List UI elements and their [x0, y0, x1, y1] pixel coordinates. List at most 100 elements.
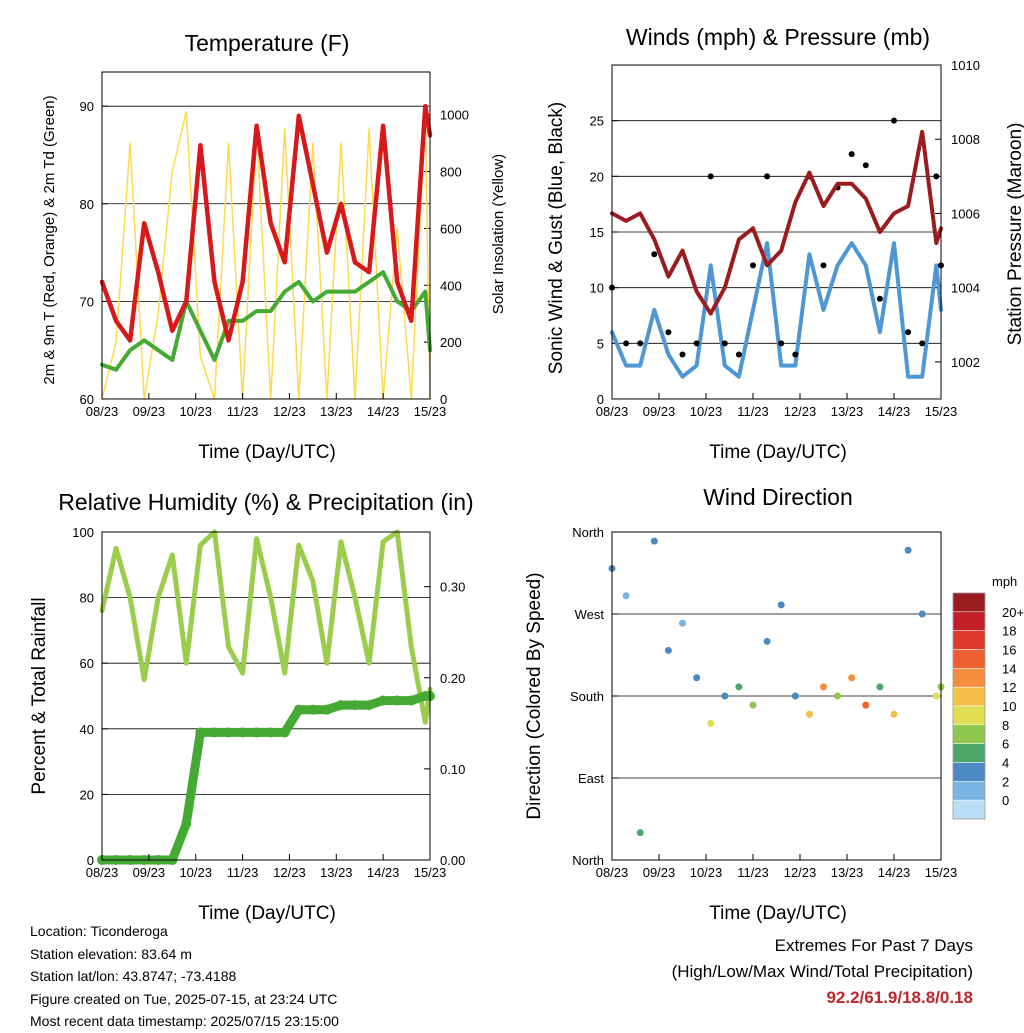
direction-xtick-label: 14/23 — [878, 865, 911, 880]
direction-point — [890, 710, 898, 718]
humidity-ytick-label: 60 — [80, 656, 94, 671]
colorbar-label: 10 — [1002, 699, 1016, 714]
temperature-xtick-label: 08/23 — [86, 404, 119, 419]
rainfall-point — [293, 704, 304, 715]
rainfall-line — [97, 691, 435, 865]
temperature-frame — [101, 71, 431, 400]
winds-title: Winds (mph) & Pressure (mb) — [626, 24, 930, 50]
winds-y2tick-label: 1008 — [951, 132, 980, 147]
humidity-y2tick-label: 0.20 — [440, 671, 465, 686]
colorbar-swatch — [952, 668, 986, 688]
direction-xtick-label: 08/23 — [596, 865, 629, 880]
winds-ytick-label: 10 — [590, 281, 604, 296]
winds-xtick-label: 09/23 — [643, 404, 676, 419]
colorbar-label: 20+ — [1002, 605, 1024, 620]
rainfall-point — [209, 727, 220, 738]
direction-point — [791, 692, 799, 700]
colorbar-label: 14 — [1002, 661, 1016, 676]
extremes-values: 92.2/61.9/18.8/0.18 — [826, 988, 973, 1007]
gust-point — [707, 173, 714, 180]
direction-xtick-label: 10/23 — [690, 865, 723, 880]
temperature-xtick-label: 09/23 — [133, 404, 166, 419]
winds-frame — [611, 64, 942, 400]
gust-point — [750, 262, 756, 269]
colorbar-swatch — [952, 592, 986, 613]
colorbar-label: 16 — [1002, 643, 1016, 658]
gust-point — [665, 329, 672, 336]
temperature-y2tick-label: 400 — [440, 278, 462, 293]
direction-xtick-label: 12/23 — [784, 865, 817, 880]
temperature-xtick-label: 11/23 — [227, 404, 259, 419]
gust-point — [679, 351, 686, 358]
temperature-y2tick-label: 200 — [440, 335, 462, 350]
direction-point — [622, 592, 630, 600]
temperature-xtick-label: 13/23 — [320, 404, 353, 419]
colorbar-swatch — [952, 743, 986, 763]
winds-ylabel-right: Station Pressure (Maroon) — [1005, 123, 1024, 346]
humidity-xtick-label: 11/23 — [227, 865, 259, 880]
humidity-xtick-label: 10/23 — [179, 865, 212, 880]
humidity-ytick-label: 0 — [87, 853, 94, 868]
colorbar-label: 18 — [1002, 624, 1016, 639]
rainfall-point — [195, 727, 206, 738]
humidity-xtick-label: 14/23 — [367, 865, 400, 880]
temperature-ytick-label: 70 — [80, 294, 94, 309]
colorbar-swatch — [952, 630, 986, 650]
rainfall-point — [392, 695, 403, 706]
winds-ylabel-left: Sonic Wind & Gust (Blue, Black) — [546, 102, 567, 374]
rainfall-point — [321, 704, 332, 715]
gust-point — [637, 340, 644, 347]
temperature-xlabel: Time (Day/UTC) — [198, 442, 336, 463]
winds-xtick-label: 15/23 — [925, 404, 958, 419]
colorbar-label: 12 — [1002, 680, 1016, 695]
recent-text: Most recent data timestamp: 2025/07/15 2… — [30, 1013, 339, 1029]
gust-point — [933, 173, 940, 180]
colorbar-label: 6 — [1002, 737, 1009, 752]
direction-ytick-label: East — [578, 771, 604, 786]
station-info: Location: Ticonderoga Station elevation:… — [30, 920, 339, 1033]
rainfall-point — [237, 727, 248, 738]
humidity-xtick-label: 15/23 — [414, 865, 447, 880]
temperature-xtick-label: 15/23 — [414, 404, 447, 419]
winds-y2tick-label: 1004 — [951, 281, 980, 296]
direction-point — [763, 637, 771, 645]
direction-point — [707, 719, 715, 727]
direction-title: Wind Direction — [703, 484, 853, 510]
direction-point — [777, 601, 785, 609]
created-text: Figure created on Tue, 2025-07-15, at 23… — [30, 990, 338, 1007]
temperature-ylabel-right: Solar Insolation (Yellow) — [490, 154, 507, 314]
direction-point — [820, 683, 827, 691]
colorbar-unit: mph — [992, 574, 1017, 589]
winds-ytick-label: 15 — [590, 225, 604, 240]
humidity-y2tick-label: 0.00 — [440, 853, 465, 868]
rainfall-point — [406, 695, 417, 706]
latlon-text: Station lat/lon: 43.8747; -73.4188 — [30, 968, 237, 984]
direction-point — [876, 683, 884, 691]
location-text: Location: Ticonderoga — [30, 923, 168, 939]
winds-xtick-label: 11/23 — [737, 404, 769, 419]
winds-xtick-label: 13/23 — [831, 404, 864, 419]
winds-xlabel: Time (Day/UTC) — [709, 442, 847, 463]
winds-xtick-label: 10/23 — [690, 404, 723, 419]
direction-xtick-label: 13/23 — [831, 865, 864, 880]
direction-point — [636, 829, 644, 837]
direction-point — [834, 692, 842, 700]
gust-point — [919, 340, 926, 347]
winds-ytick-label: 0 — [597, 392, 604, 407]
temperature-ytick-label: 80 — [80, 197, 94, 212]
humidity-xtick-label: 08/23 — [86, 865, 119, 880]
humidity-ytick-label: 40 — [80, 722, 94, 737]
colorbar-label: 4 — [1002, 756, 1009, 771]
temperature-ytick-label: 60 — [80, 392, 94, 407]
humidity-xtick-label: 12/23 — [273, 865, 306, 880]
direction-point — [735, 683, 743, 691]
winds-xtick-label: 14/23 — [878, 404, 911, 419]
rainfall-point — [223, 727, 234, 738]
rainfall-point — [307, 704, 318, 715]
winds-y2tick-label: 1010 — [951, 58, 980, 73]
dewpoint-line — [100, 270, 432, 372]
colorbar-swatch — [952, 611, 986, 631]
gust-point — [905, 329, 912, 336]
gust-point — [891, 117, 897, 124]
